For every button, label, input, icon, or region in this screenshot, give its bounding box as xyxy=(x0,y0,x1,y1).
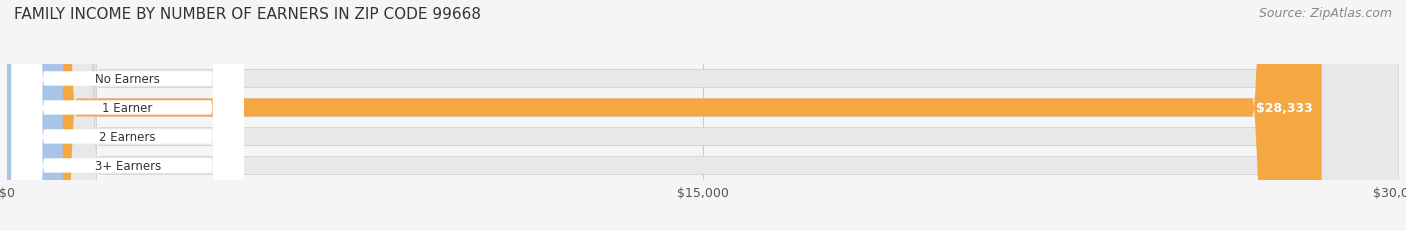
FancyBboxPatch shape xyxy=(11,0,243,231)
Text: $28,333: $28,333 xyxy=(1256,101,1312,115)
FancyBboxPatch shape xyxy=(11,0,243,231)
FancyBboxPatch shape xyxy=(11,0,243,231)
FancyBboxPatch shape xyxy=(11,0,243,231)
FancyBboxPatch shape xyxy=(7,0,63,231)
Text: $0: $0 xyxy=(77,159,93,172)
Text: 3+ Earners: 3+ Earners xyxy=(94,159,160,172)
FancyBboxPatch shape xyxy=(7,0,1322,231)
Text: 1 Earner: 1 Earner xyxy=(103,101,153,115)
Text: 2 Earners: 2 Earners xyxy=(100,130,156,143)
FancyBboxPatch shape xyxy=(7,0,63,231)
Text: Source: ZipAtlas.com: Source: ZipAtlas.com xyxy=(1258,7,1392,20)
FancyBboxPatch shape xyxy=(7,0,63,231)
Text: No Earners: No Earners xyxy=(96,73,160,86)
FancyBboxPatch shape xyxy=(7,0,1399,231)
FancyBboxPatch shape xyxy=(7,0,1399,231)
Text: FAMILY INCOME BY NUMBER OF EARNERS IN ZIP CODE 99668: FAMILY INCOME BY NUMBER OF EARNERS IN ZI… xyxy=(14,7,481,22)
Text: $0: $0 xyxy=(77,73,93,86)
FancyBboxPatch shape xyxy=(7,0,1399,231)
Text: $0: $0 xyxy=(77,130,93,143)
FancyBboxPatch shape xyxy=(7,0,1399,231)
